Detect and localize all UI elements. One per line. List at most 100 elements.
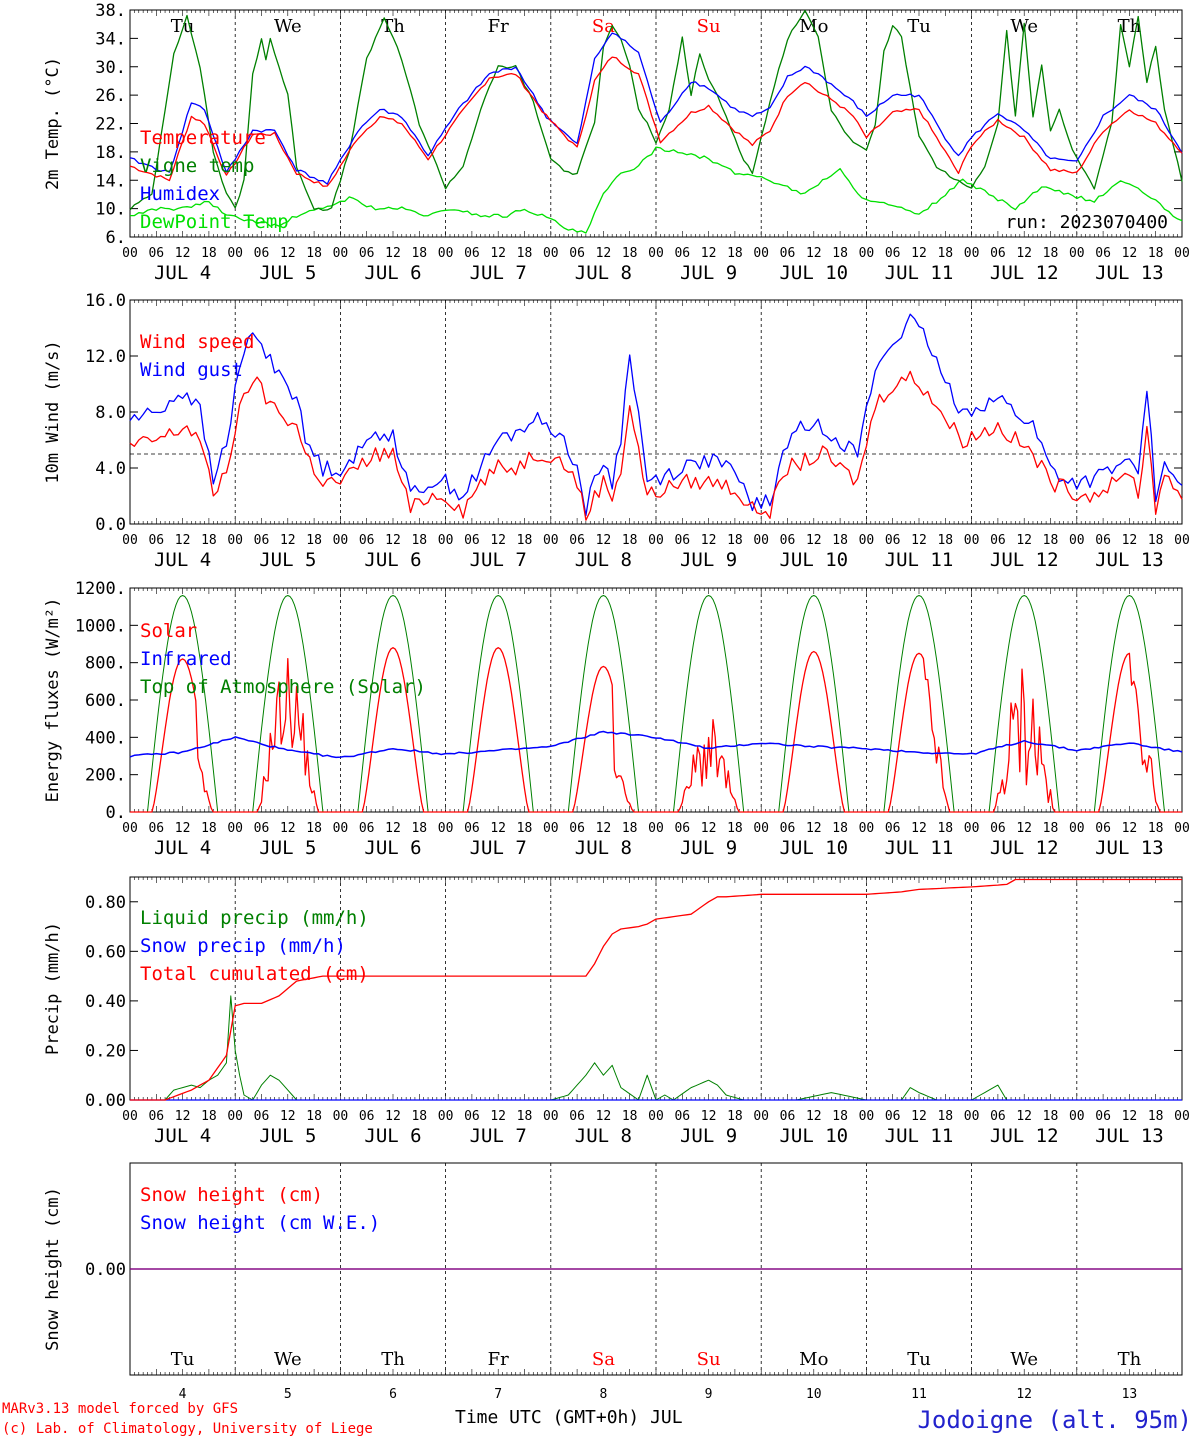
hour-label: 06 (780, 533, 796, 548)
hour-label: 06 (674, 246, 690, 261)
hour-label: 06 (148, 533, 164, 548)
day-number-label: 8 (599, 1387, 607, 1402)
date-label: JUL 12 (990, 262, 1059, 284)
panel-temp: 6. 10. 14. 18. 22. 26. 30. 34. 38. 2m Temp. (°C) 0… (43, 1, 1190, 284)
series-line-solar (130, 647, 1182, 813)
hour-label: 12 (1122, 246, 1138, 261)
hour-label: 18 (517, 246, 533, 261)
hour-label: 00 (753, 246, 769, 261)
hour-label: 12 (596, 1109, 612, 1124)
hour-label: 06 (674, 821, 690, 836)
hour-label: 12 (701, 821, 717, 836)
hour-label: 00 (964, 533, 980, 548)
panel-precip: 0.00 0.20 0.40 0.60 0.80 Precip (mm/h) 00 06 12 1… (43, 876, 1190, 1147)
date-label: JUL 9 (680, 549, 737, 571)
hour-label: 00 (543, 533, 559, 548)
date-label: JUL 10 (779, 837, 848, 859)
hour-label: 18 (517, 821, 533, 836)
hour-label: 18 (832, 246, 848, 261)
date-label: JUL 4 (154, 549, 211, 571)
legend-entry: Wind speed (140, 331, 254, 353)
hour-label: 06 (148, 821, 164, 836)
hour-label: 18 (937, 533, 953, 548)
hour-label: 12 (1122, 1109, 1138, 1124)
hour-label: 12 (911, 821, 927, 836)
y-tick-label: 30. (95, 58, 126, 78)
legend-entry: Total cumulated (cm) (140, 963, 369, 985)
date-label: JUL 7 (470, 549, 527, 571)
date-label: JUL 5 (259, 262, 316, 284)
hour-label: 00 (227, 1109, 243, 1124)
hour-label: 06 (990, 246, 1006, 261)
weekday-label: Fr (488, 1349, 509, 1370)
hour-label: 18 (411, 246, 427, 261)
hour-label: 18 (1148, 533, 1164, 548)
day-number-label: 11 (911, 1387, 927, 1402)
hour-label: 18 (411, 533, 427, 548)
hour-label: 12 (385, 821, 401, 836)
date-label: JUL 6 (364, 262, 421, 284)
y-axis-label: Snow height (cm) (43, 1187, 63, 1351)
date-label: JUL 8 (575, 549, 632, 571)
hour-label: 18 (411, 1109, 427, 1124)
hour-label: 12 (701, 1109, 717, 1124)
hour-label: 06 (1095, 246, 1111, 261)
y-tick-label: 0.80 (85, 893, 126, 913)
series-line-vigne-temp (129, 9, 1183, 211)
hour-label: 12 (280, 1109, 296, 1124)
y-tick-label: 12.0 (85, 347, 126, 367)
hour-label: 12 (490, 533, 506, 548)
y-tick-label: 0.00 (85, 1260, 126, 1280)
hour-label: 06 (254, 1109, 270, 1124)
panel-snow: 0.00 Snow height (cm) Tu We Th Fr Sa Su Mo Tu We Th… (43, 1162, 1183, 1402)
hour-label: 06 (990, 821, 1006, 836)
weekday-label: Th (381, 1349, 405, 1370)
hour-label: 06 (990, 533, 1006, 548)
hour-label: 06 (359, 246, 375, 261)
date-label: JUL 13 (1095, 549, 1164, 571)
date-label: JUL 5 (259, 549, 316, 571)
hour-label: 06 (569, 821, 585, 836)
hour-label: 00 (1069, 821, 1085, 836)
hour-label: 12 (1016, 246, 1032, 261)
hour-label: 18 (832, 821, 848, 836)
hour-label: 06 (674, 1109, 690, 1124)
hour-label: 06 (885, 533, 901, 548)
hour-label: 12 (1122, 533, 1138, 548)
day-number-label: 4 (179, 1387, 187, 1402)
hour-label: 12 (385, 533, 401, 548)
hour-label: 12 (806, 533, 822, 548)
hour-label: 18 (727, 1109, 743, 1124)
date-label: JUL 6 (364, 837, 421, 859)
date-label: JUL 7 (470, 837, 527, 859)
hour-label: 06 (780, 1109, 796, 1124)
y-axis-label: Energy fluxes (W/m²) (43, 598, 63, 803)
hour-label: 18 (1148, 821, 1164, 836)
hour-label: 18 (937, 1109, 953, 1124)
hour-label: 06 (990, 1109, 1006, 1124)
hour-label: 18 (201, 1109, 217, 1124)
y-tick-label: 800. (85, 654, 126, 674)
hour-label: 12 (490, 1109, 506, 1124)
hour-label: 06 (464, 246, 480, 261)
day-number-label: 6 (389, 1387, 397, 1402)
panel-energy: 0. 200. 400. 600. 800. 1000. 1200. Energy fluxe… (43, 579, 1190, 859)
weekday-label: Su (697, 16, 721, 37)
hour-label: 12 (1016, 533, 1032, 548)
hour-label: 18 (306, 246, 322, 261)
hour-label: 06 (148, 1109, 164, 1124)
date-label: JUL 4 (154, 262, 211, 284)
hour-label: 12 (701, 533, 717, 548)
hour-label: 12 (596, 533, 612, 548)
date-label: JUL 13 (1095, 1125, 1164, 1147)
date-label: JUL 12 (990, 837, 1059, 859)
hour-label: 00 (1069, 533, 1085, 548)
hour-label: 18 (517, 1109, 533, 1124)
hour-label: 12 (1016, 1109, 1032, 1124)
hour-label: 00 (438, 821, 454, 836)
series-line-temperature (129, 56, 1183, 187)
hour-label: 00 (227, 821, 243, 836)
legend-entry: Snow precip (mm/h) (140, 935, 346, 957)
